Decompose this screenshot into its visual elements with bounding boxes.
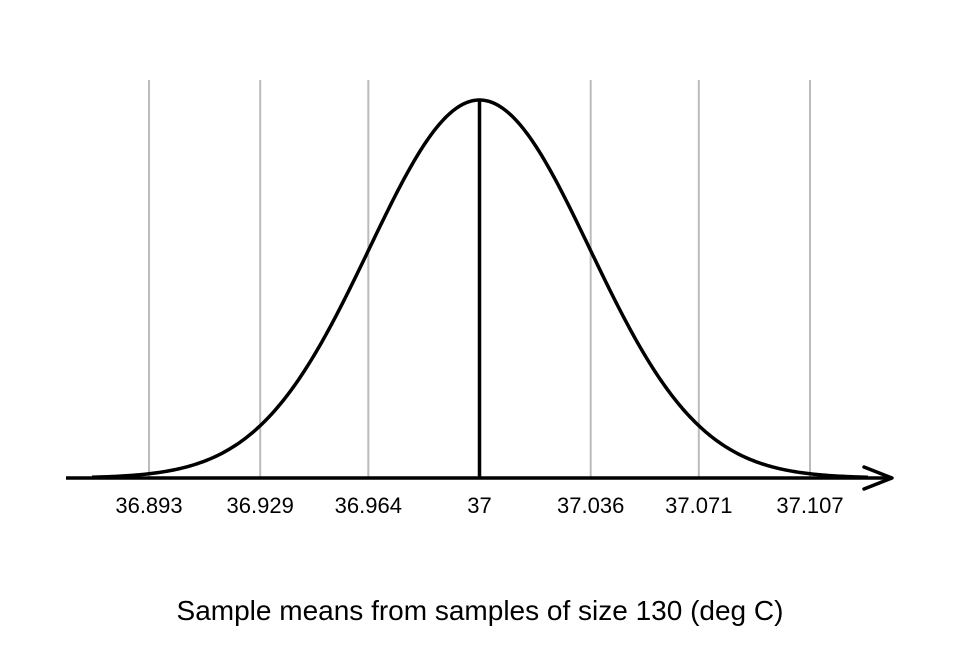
grid-lines [148,80,811,478]
x-tick-label: 37.036 [557,493,624,518]
x-axis-arrowhead [862,465,894,491]
x-tick-label: 36.929 [227,493,294,518]
x-axis-title: Sample means from samples of size 130 (d… [177,595,784,626]
x-tick-label: 37.107 [776,493,843,518]
x-tick-label: 37.071 [665,493,732,518]
x-tick-label: 37 [467,493,491,518]
x-tick-label: 36.893 [115,493,182,518]
tick-labels: 36.893 36.929 36.964 37 37.036 37.071 37.107 [115,493,843,518]
x-tick-label: 36.964 [335,493,402,518]
